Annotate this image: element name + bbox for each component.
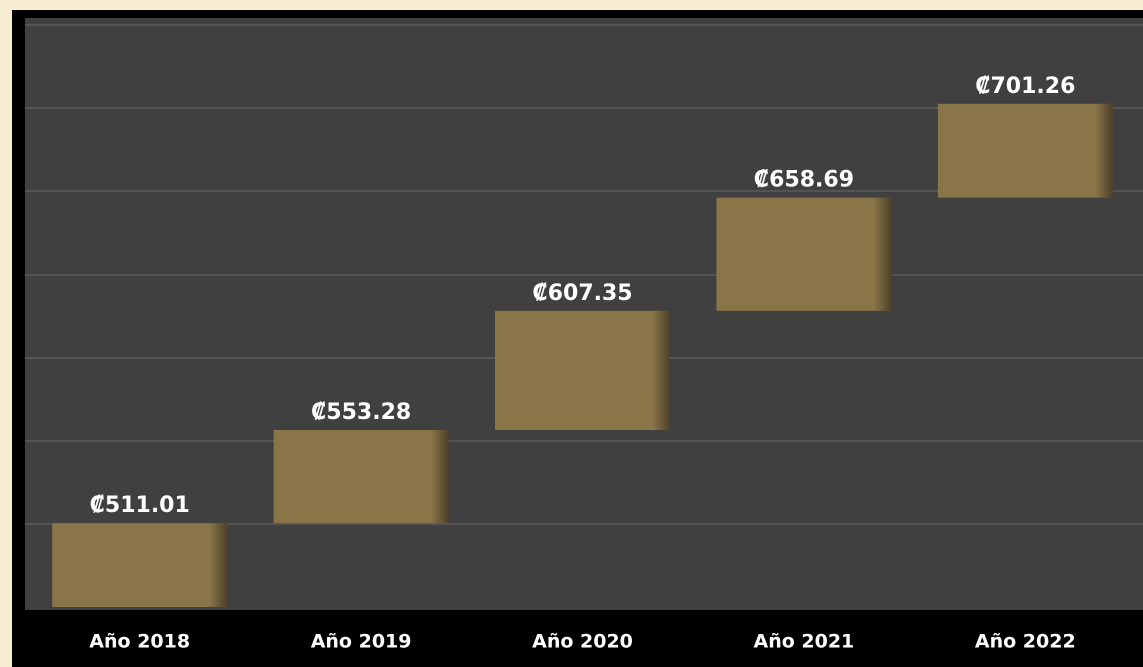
- value-label: ₡701.26: [975, 74, 1075, 99]
- bar-shade: [495, 310, 670, 431]
- x-tick-label: Año 2019: [311, 631, 412, 653]
- value-label: ₡553.28: [311, 400, 411, 425]
- x-tick-label: Año 2020: [532, 631, 633, 653]
- value-label: ₡658.69: [754, 168, 854, 193]
- bar-shade: [937, 103, 1113, 198]
- x-tick-label: Año 2018: [89, 631, 190, 653]
- value-label: ₡607.35: [532, 281, 632, 306]
- bar-shade: [52, 523, 228, 607]
- x-tick-label: Año 2022: [975, 631, 1076, 653]
- bar-shade: [273, 430, 449, 524]
- x-tick-label: Año 2021: [754, 631, 855, 653]
- bar-shade: [716, 197, 892, 311]
- value-label: ₡511.01: [90, 493, 190, 518]
